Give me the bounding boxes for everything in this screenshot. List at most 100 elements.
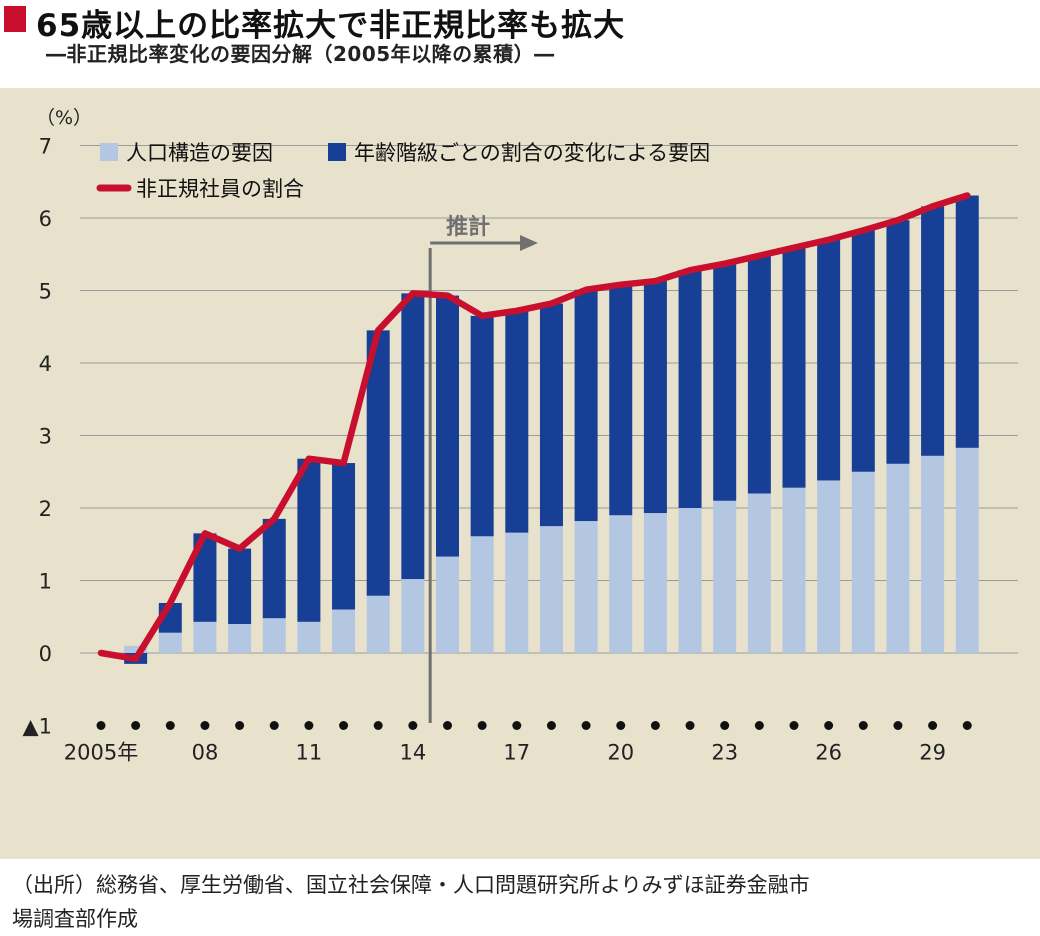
bar-structure	[747, 493, 771, 653]
x-axis-dot	[304, 721, 314, 730]
bar-age-share	[297, 458, 321, 622]
bar-structure	[193, 621, 217, 653]
x-axis-dot	[824, 721, 834, 730]
y-tick-label: 5	[39, 280, 52, 304]
bar-age-share	[436, 295, 459, 557]
x-axis-dot	[962, 721, 972, 730]
bar-structure	[366, 595, 390, 653]
bar-age-share	[539, 303, 563, 527]
bar-age-share	[574, 289, 598, 522]
y-unit-label: （%）	[36, 107, 92, 129]
bar-age-share	[366, 330, 390, 596]
y-tick-label: 2	[39, 497, 52, 521]
bar-structure	[886, 463, 910, 653]
x-axis-dot	[581, 721, 591, 730]
bar-structure	[643, 513, 667, 653]
x-tick-label: 17	[503, 741, 530, 765]
x-axis-dot	[789, 721, 799, 730]
y-tick-label: 6	[39, 207, 52, 231]
x-axis-dot	[685, 721, 695, 730]
x-axis-dot	[443, 721, 452, 730]
x-axis-dot	[546, 721, 556, 730]
x-axis-dot	[720, 721, 730, 730]
bar-age-share	[228, 548, 252, 624]
chart-panel: ▲1 0 1 2 3 4 5 6 7 （%） 2005年 08 11 14 17 20 23 26 29 推計 人口構造…	[0, 88, 1040, 931]
bar-structure	[124, 645, 148, 653]
x-axis-dot	[200, 721, 210, 730]
legend-label: 人口構造の要因	[126, 141, 273, 165]
bar-structure	[470, 536, 494, 653]
bar-age-share	[886, 220, 910, 464]
bar-structure	[678, 508, 702, 653]
bar-structure	[262, 618, 286, 653]
x-tick-label: 2005年	[64, 741, 138, 765]
x-axis-dot	[131, 721, 141, 730]
source-note: （出所）総務省、厚生労働省、国立社会保障・人口問題研究所よりみずほ証券金融市 場…	[12, 868, 1032, 936]
bar-age-share	[262, 518, 286, 619]
page-title: 65歳以上の比率拡大で非正規比率も拡大	[36, 8, 626, 44]
bar-age-share	[643, 281, 667, 514]
bar-structure	[609, 515, 633, 653]
x-axis-dot	[858, 721, 868, 730]
bar-structure	[539, 526, 563, 653]
x-axis-dot	[339, 721, 349, 730]
bar-age-share	[955, 195, 979, 448]
bar-structure	[332, 609, 356, 653]
y-tick-label: 7	[39, 135, 52, 159]
bar-structure	[713, 500, 737, 653]
forecast-label: 推計	[446, 214, 490, 240]
x-axis-dot	[650, 721, 660, 730]
bar-age-share	[713, 263, 737, 501]
legend-label: 非正規社員の割合	[136, 177, 304, 201]
x-tick-label: 23	[711, 741, 738, 765]
bar-age-share	[921, 206, 945, 456]
bar-structure	[436, 556, 459, 653]
x-tick-label: 11	[296, 741, 323, 765]
x-axis-dot	[408, 721, 418, 730]
forecast-arrow-head	[520, 235, 538, 251]
bar-age-share	[747, 255, 771, 494]
series-line-nonregular-share	[97, 192, 971, 663]
x-axis-dot	[616, 721, 626, 730]
y-tick-label: ▲1	[22, 715, 52, 739]
bar-structure	[401, 579, 425, 653]
bar-age-share	[678, 270, 702, 508]
x-axis-dot	[96, 721, 106, 730]
bar-age-share	[609, 284, 633, 516]
legend-label: 年齢階級ごとの割合の変化による要因	[354, 141, 710, 165]
y-tick-label: 1	[39, 570, 52, 594]
x-axis-dot	[512, 721, 522, 730]
x-tick-label: 14	[399, 741, 426, 765]
x-axis-dot	[235, 721, 245, 730]
x-tick-label: 29	[919, 741, 946, 765]
bar-structure	[505, 532, 529, 653]
bar-structure	[297, 621, 321, 653]
source-line-2: 場調査部作成	[12, 907, 138, 931]
x-axis-dot	[754, 721, 764, 730]
x-tick-label: 20	[607, 741, 634, 765]
x-axis-dot	[165, 721, 175, 730]
bar-age-share	[782, 247, 806, 488]
bar-age-share	[470, 315, 494, 537]
x-axis-dot	[373, 721, 383, 730]
source-line-1: （出所）総務省、厚生労働省、国立社会保障・人口問題研究所よりみずほ証券金融市	[12, 873, 810, 897]
bar-structure	[228, 624, 252, 653]
bar-age-share	[817, 239, 841, 481]
title-marker	[4, 6, 26, 32]
bar-structure	[921, 455, 945, 653]
page-subtitle: ―非正規比率変化の要因分解（2005年以降の累積）―	[46, 42, 555, 66]
bar-structure	[955, 447, 979, 653]
x-axis-dot	[477, 721, 487, 730]
legend-swatch-structure	[100, 143, 118, 161]
x-axis-dot	[269, 721, 279, 730]
bar-age-share	[401, 293, 425, 580]
y-tick-label: 4	[39, 352, 52, 376]
bar-age-share	[851, 230, 875, 472]
x-axis-dot	[893, 721, 903, 730]
x-tick-label: 08	[192, 741, 219, 765]
bar-structure	[817, 480, 841, 653]
bar-age-share	[193, 533, 217, 622]
bar-age-share	[505, 310, 529, 533]
x-tick-label: 26	[815, 741, 842, 765]
